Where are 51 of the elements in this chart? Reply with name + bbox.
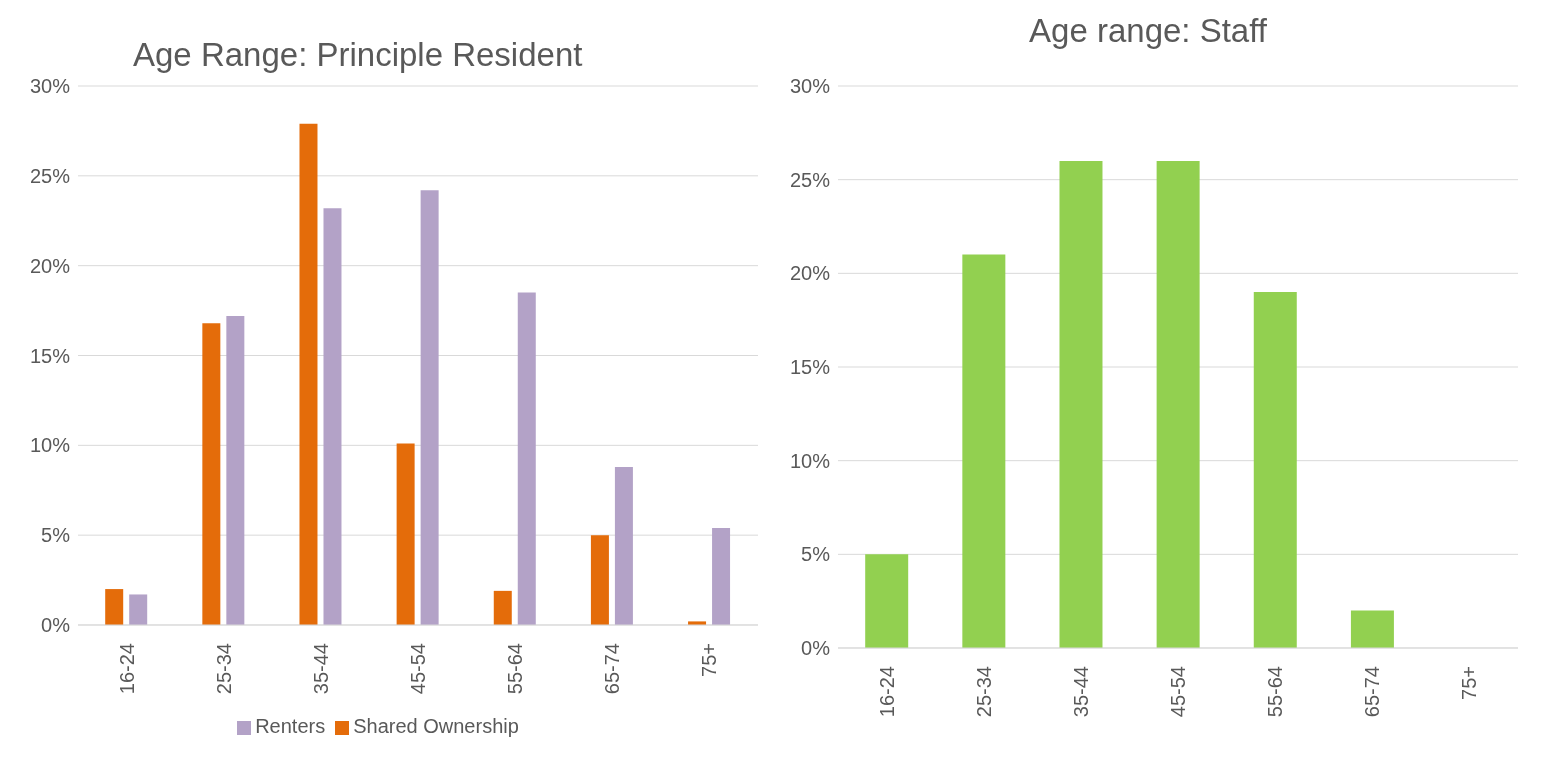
bar xyxy=(962,254,1006,648)
x-tick-label: 75+ xyxy=(698,643,721,677)
x-tick-label: 35-44 xyxy=(1069,666,1092,718)
y-tick-label: 5% xyxy=(41,524,71,547)
x-tick-label: 35-44 xyxy=(309,643,332,695)
bar xyxy=(865,554,909,648)
x-tick-label: 55-64 xyxy=(1264,666,1287,718)
y-tick-label: 25% xyxy=(789,168,831,191)
bar xyxy=(420,190,439,625)
bar xyxy=(1350,610,1394,648)
bar xyxy=(1253,292,1297,648)
y-tick-label: 10% xyxy=(789,449,831,472)
x-tick-label: 16-24 xyxy=(875,666,898,718)
x-tick-label: 45-54 xyxy=(407,643,429,695)
x-tick-label: 25-34 xyxy=(972,666,995,718)
y-tick-label: 10% xyxy=(29,434,71,457)
legend-label: Shared Ownership xyxy=(353,715,519,737)
y-tick-label: 30% xyxy=(789,75,831,98)
bar xyxy=(493,590,512,625)
bar xyxy=(105,589,124,625)
x-tick-label: 65-74 xyxy=(1361,666,1384,718)
x-tick-label: 16-24 xyxy=(115,643,138,695)
x-tick-label: 55-64 xyxy=(504,643,527,695)
x-tick-label: 65-74 xyxy=(601,643,624,695)
bar xyxy=(590,535,609,625)
bar xyxy=(614,466,633,625)
bar xyxy=(396,443,415,625)
bar xyxy=(517,292,536,625)
y-tick-label: 5% xyxy=(801,543,831,566)
y-tick-label: 20% xyxy=(29,254,71,277)
y-tick-label: 20% xyxy=(789,262,831,285)
chart-title: Age range: Staff xyxy=(1028,12,1268,50)
y-tick-label: 30% xyxy=(29,75,71,98)
y-tick-label: 15% xyxy=(789,356,831,379)
x-tick-label: 25-34 xyxy=(212,643,235,695)
bar xyxy=(129,594,148,625)
legend-label: Renters xyxy=(255,715,326,737)
y-tick-label: 25% xyxy=(29,164,71,187)
x-tick-label: 45-54 xyxy=(1167,666,1189,718)
bar xyxy=(712,527,731,625)
bar xyxy=(299,123,318,625)
y-tick-label: 0% xyxy=(41,614,71,637)
x-tick-label: 75+ xyxy=(1458,666,1481,700)
chart-title: Age Range: Principle Resident xyxy=(133,36,583,74)
bar xyxy=(323,208,342,625)
y-tick-label: 0% xyxy=(801,637,831,660)
y-tick-label: 15% xyxy=(29,344,71,367)
bar xyxy=(202,323,221,625)
bar xyxy=(1156,160,1200,648)
bar xyxy=(226,315,245,625)
bar xyxy=(1059,160,1103,648)
